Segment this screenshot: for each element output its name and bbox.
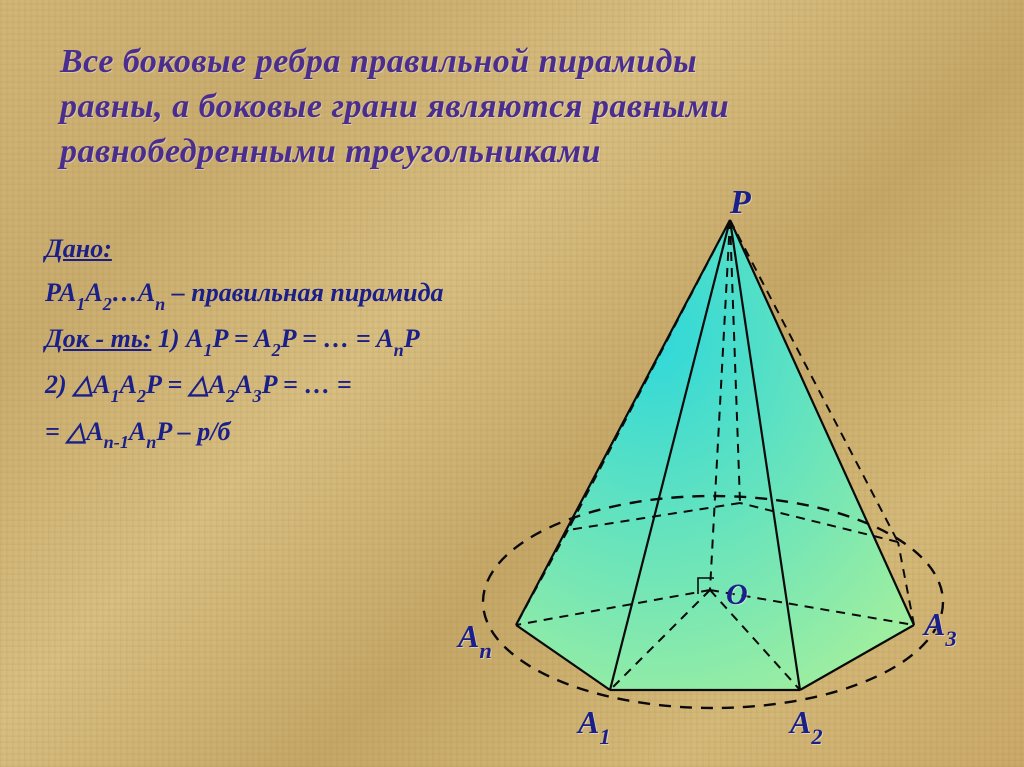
vertex-label: O — [726, 578, 748, 612]
vertex-label: A3 — [924, 606, 957, 648]
pyramid-svg — [420, 190, 1000, 750]
vertex-label: A1 — [578, 704, 611, 746]
slide: Все боковые ребра правильной пирамидырав… — [0, 0, 1024, 767]
given-block: Дано: PA1A2…An – правильная пирамида Док… — [45, 228, 443, 457]
given-line-2: Док - ть: 1) A1P = A2P = … = AnP — [45, 318, 443, 362]
given-label: Дано: — [45, 234, 112, 263]
given-line-1: PA1A2…An – правильная пирамида — [45, 272, 443, 316]
given-line-4: = △An-1AnP – р/б — [45, 411, 443, 455]
vertex-label: An — [458, 618, 492, 660]
vertex-label: A2 — [790, 704, 823, 746]
given-line-3: 2) △A1A2P = △A2A3P = … = — [45, 364, 443, 408]
slide-title: Все боковые ребра правильной пирамидырав… — [60, 40, 964, 175]
vertex-label: P — [730, 184, 751, 222]
pyramid-diagram: POAnA1A2A3 — [420, 190, 1000, 750]
